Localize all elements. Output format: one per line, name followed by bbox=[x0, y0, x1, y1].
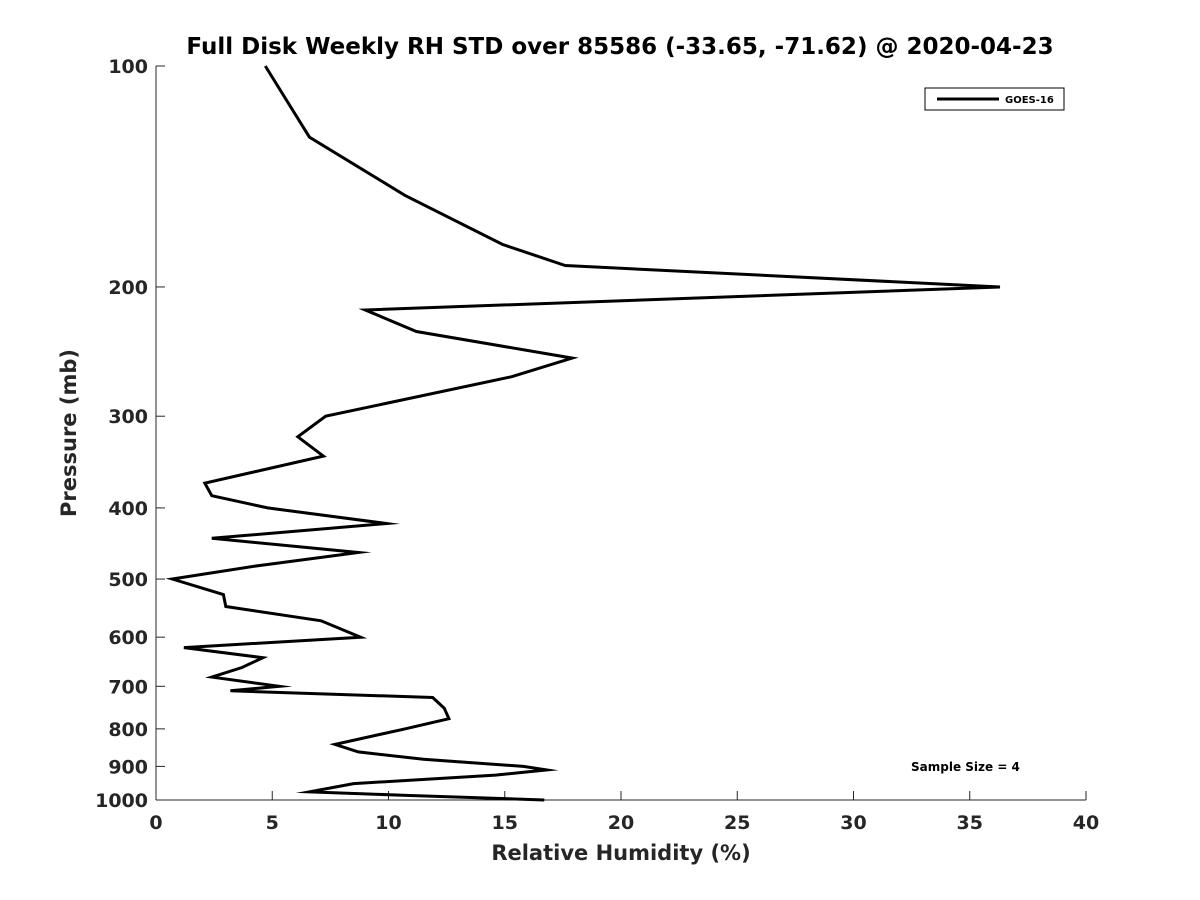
x-tick-label: 5 bbox=[266, 812, 279, 834]
y-tick-label: 400 bbox=[108, 498, 148, 520]
legend-label: GOES-16 bbox=[1005, 95, 1054, 106]
x-tick-label: 25 bbox=[724, 812, 750, 834]
series-line-goes-16 bbox=[165, 65, 1001, 802]
y-tick-label: 1000 bbox=[95, 790, 148, 812]
y-tick-label: 800 bbox=[108, 719, 148, 741]
x-tick-label: 30 bbox=[840, 812, 866, 834]
x-axis-label: Relative Humidity (%) bbox=[491, 841, 750, 865]
y-tick-label: 900 bbox=[108, 756, 148, 778]
x-ticks: 0 5 10 15 20 25 30 35 40 bbox=[149, 791, 1099, 834]
y-ticks: 100 200 300 400 500 600 700 800 900 1000 bbox=[95, 56, 165, 812]
legend: GOES-16 bbox=[924, 87, 1065, 111]
y-tick-label: 500 bbox=[108, 569, 148, 591]
x-tick-label: 10 bbox=[375, 812, 401, 834]
x-tick-label: 15 bbox=[492, 812, 518, 834]
y-tick-label: 300 bbox=[108, 406, 148, 428]
y-tick-label: 700 bbox=[108, 676, 148, 698]
x-tick-label: 35 bbox=[957, 812, 983, 834]
y-axis-label: Pressure (mb) bbox=[57, 349, 81, 517]
sample-size-annotation: Sample Size = 4 bbox=[911, 760, 1020, 774]
y-tick-label: 600 bbox=[108, 627, 148, 649]
chart-title: Full Disk Weekly RH STD over 85586 (-33.… bbox=[186, 34, 1053, 60]
x-tick-label: 40 bbox=[1073, 812, 1099, 834]
x-tick-label: 0 bbox=[149, 812, 162, 834]
series-layer bbox=[165, 65, 1001, 802]
y-tick-label: 200 bbox=[108, 277, 148, 299]
y-tick-label: 100 bbox=[108, 56, 148, 78]
x-tick-label: 20 bbox=[608, 812, 634, 834]
